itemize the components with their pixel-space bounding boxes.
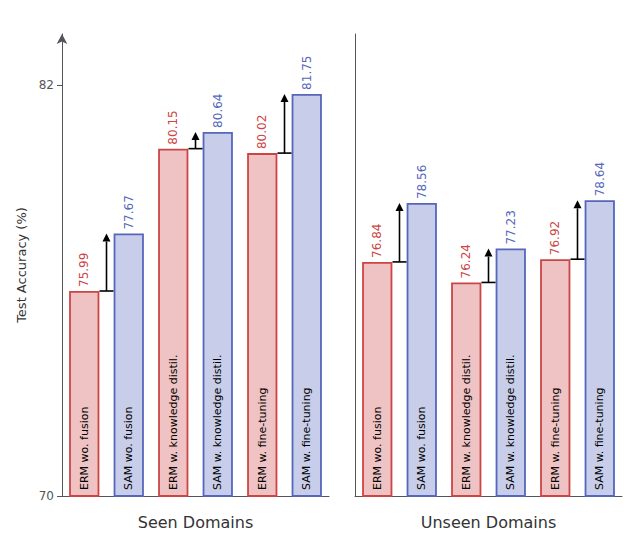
svg-text:78.56: 78.56 [415,165,429,199]
svg-text:82: 82 [39,78,54,92]
svg-text:ERM wo. fusion: ERM wo. fusion [371,407,384,490]
svg-text:77.23: 77.23 [504,210,518,244]
svg-text:80.02: 80.02 [255,115,269,149]
svg-text:76.92: 76.92 [548,221,562,255]
svg-text:ERM w. knowledge distil.: ERM w. knowledge distil. [167,355,180,490]
svg-text:SAM w. knowledge distil.: SAM w. knowledge distil. [504,355,517,491]
svg-text:77.67: 77.67 [122,195,136,229]
svg-text:ERM wo. fusion: ERM wo. fusion [78,407,91,490]
svg-text:76.24: 76.24 [459,244,473,278]
svg-text:80.15: 80.15 [166,110,180,144]
svg-text:Unseen Domains: Unseen Domains [421,513,557,532]
svg-text:SAM wo. fusion: SAM wo. fusion [415,406,428,490]
svg-text:81.75: 81.75 [300,56,314,90]
svg-text:78.64: 78.64 [593,162,607,196]
svg-text:76.84: 76.84 [370,224,384,258]
svg-text:SAM w. fine-tuning: SAM w. fine-tuning [300,387,313,490]
svg-text:SAM wo. fusion: SAM wo. fusion [122,406,135,490]
svg-text:70: 70 [39,489,54,503]
svg-text:ERM w. fine-tuning: ERM w. fine-tuning [256,388,269,490]
svg-text:SAM w. fine-tuning: SAM w. fine-tuning [593,387,606,490]
svg-text:ERM w. fine-tuning: ERM w. fine-tuning [549,388,562,490]
svg-text:SAM w. knowledge distil.: SAM w. knowledge distil. [211,355,224,491]
svg-text:Test Accuracy (%): Test Accuracy (%) [14,207,29,324]
svg-text:Seen Domains: Seen Domains [138,513,254,532]
svg-text:ERM w. knowledge distil.: ERM w. knowledge distil. [460,355,473,490]
svg-text:80.64: 80.64 [211,94,225,128]
svg-text:75.99: 75.99 [77,253,91,287]
